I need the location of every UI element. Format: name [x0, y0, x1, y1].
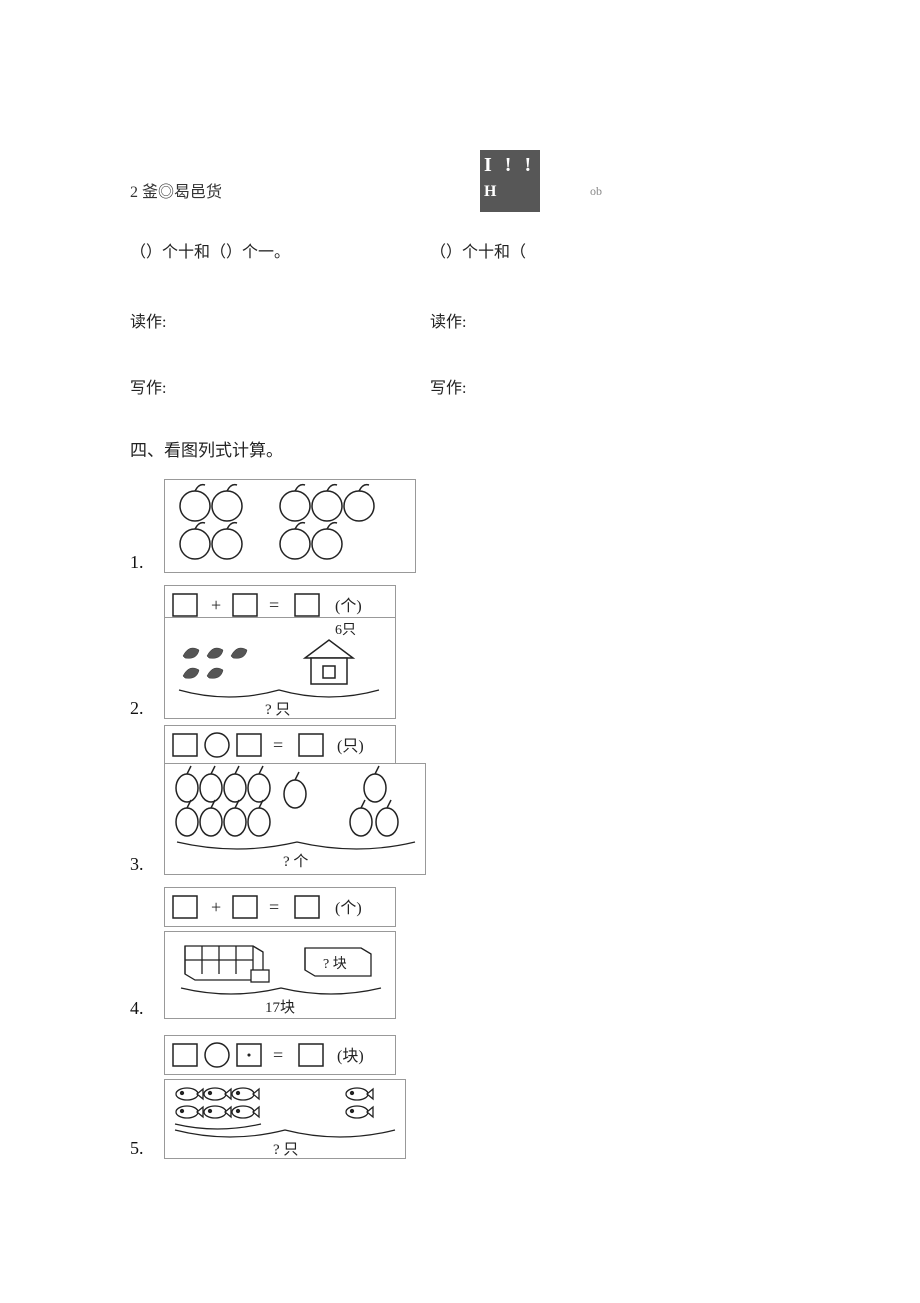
q2-equation: = (只): [130, 725, 790, 765]
tens-left: （）个十和（）个一。: [130, 238, 430, 262]
svg-text:=: =: [269, 595, 279, 615]
garbled-header-text: 2 釜◎曷邑货: [130, 178, 222, 202]
q4-number: 4.: [130, 998, 160, 1019]
q4-figure: ? 块 17块: [164, 931, 396, 1019]
svg-text:? 只: ? 只: [273, 1142, 298, 1158]
q5-number: 5.: [130, 1138, 160, 1159]
q1-figure: [164, 479, 416, 573]
q2-eq-frame: = (只): [164, 725, 396, 765]
ob-text: ob: [590, 184, 602, 199]
tens-row: （）个十和（）个一。 （）个十和（: [130, 230, 790, 270]
header-row: 2 釜◎曷邑货 I ! ! H ob: [130, 150, 790, 220]
write-right: 写作:: [430, 374, 730, 398]
svg-text:(只): (只): [337, 738, 364, 755]
tens-right: （）个十和（: [430, 238, 730, 262]
q3: 3.: [130, 763, 790, 875]
q4: 4.: [130, 931, 790, 1019]
svg-text:? 块: ? 块: [323, 956, 347, 972]
read-right: 读作:: [430, 308, 730, 332]
q1-number: 1.: [130, 552, 160, 573]
q3-figure: ? 个: [164, 763, 426, 875]
q4-eq-frame: = (块): [164, 1035, 396, 1075]
dark-block-top: I ! !: [484, 154, 536, 177]
svg-text:+: +: [211, 897, 221, 917]
svg-text:=: =: [273, 1045, 283, 1065]
svg-text:(块): (块): [337, 1047, 364, 1065]
q2-number: 2.: [130, 698, 160, 719]
q3-equation: + = (个): [130, 887, 790, 927]
write-row: 写作: 写作:: [130, 366, 790, 406]
svg-text:6只: 6只: [335, 623, 356, 638]
dark-block: I ! ! H: [480, 150, 540, 212]
write-left: 写作:: [130, 374, 430, 398]
svg-text:(个): (个): [335, 899, 362, 917]
q3-number: 3.: [130, 854, 160, 875]
svg-text:17块: 17块: [265, 999, 295, 1016]
svg-text:=: =: [269, 897, 279, 917]
q4-equation: = (块): [130, 1035, 790, 1075]
svg-text:(个): (个): [335, 597, 362, 615]
svg-text:? 只: ? 只: [265, 702, 290, 718]
page: 2 釜◎曷邑货 I ! ! H ob （）个十和（）个一。 （）个十和（ 读作:…: [0, 0, 920, 1221]
svg-text:? 个: ? 个: [283, 853, 308, 870]
section-4-title: 四、看图列式计算。: [130, 436, 790, 461]
q1: 1.: [130, 479, 790, 573]
q2-figure: 6只 ? 只: [164, 617, 396, 719]
q1-svg: [165, 480, 415, 572]
dark-block-bottom: H: [484, 183, 536, 201]
q2: 2. 6只 ? 只: [130, 617, 790, 719]
read-row: 读作: 读作:: [130, 300, 790, 340]
read-left: 读作:: [130, 308, 430, 332]
q3-eq-frame: + = (个): [164, 887, 396, 927]
q5: 5.: [130, 1079, 790, 1159]
q5-figure: ? 只: [164, 1079, 406, 1159]
svg-text:=: =: [273, 735, 283, 755]
svg-text:+: +: [211, 595, 221, 615]
